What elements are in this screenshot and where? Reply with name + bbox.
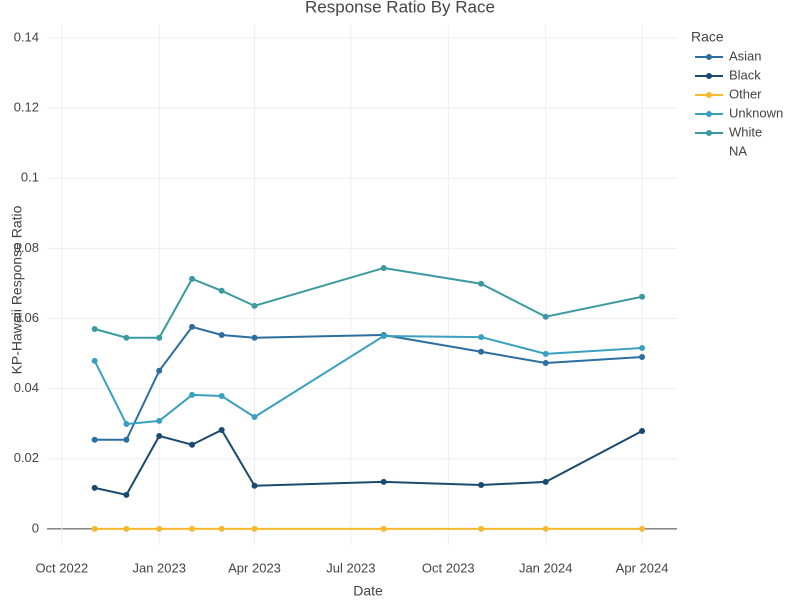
legend-marker [706,111,712,117]
data-point [380,333,387,340]
y-tick-label: 0.08 [14,240,39,255]
y-tick-label: 0 [32,520,39,535]
data-point [251,482,258,489]
data-point [156,334,163,341]
data-point [251,525,258,532]
legend-label: Unknown [729,105,783,120]
x-tick-label: Oct 2023 [422,560,475,575]
data-point [251,302,258,309]
data-point [218,426,225,433]
data-point [218,392,225,399]
series-line [93,335,643,426]
y-axis-label: KP-Hawaii Response Ratio [9,205,25,374]
data-point [123,421,130,428]
data-point [189,441,196,448]
series-line [94,428,643,496]
data-point [189,525,196,532]
data-point [189,391,196,398]
x-tick-label: Apr 2023 [228,560,281,575]
data-point [251,334,258,341]
data-point [123,334,130,341]
x-tick-label: Jul 2023 [326,560,375,575]
x-tick-label: Jan 2024 [519,560,573,575]
x-tick-label: Apr 2024 [616,560,669,575]
data-point [123,436,130,443]
data-point [91,436,98,443]
legend-title: Race [691,29,724,45]
x-tick-label: Oct 2022 [35,560,88,575]
y-tick-label: 0.1 [21,170,39,185]
data-point [91,525,98,532]
legend-label: Black [729,67,761,82]
data-point [478,348,485,355]
data-point [218,525,225,532]
data-point [380,478,387,485]
y-tick-label: 0.06 [14,310,39,325]
data-point [478,280,485,287]
y-tick-label: 0.12 [14,100,39,115]
data-point [478,482,485,489]
legend-marker [706,73,712,79]
series-line [94,266,643,339]
x-tick-label: Jan 2023 [132,560,186,575]
legend-label: Asian [729,48,762,63]
data-point [218,287,225,294]
data-point [542,525,549,532]
x-axis-label: Date [353,583,383,599]
legend-marker [706,54,712,60]
legend-label: Other [729,86,762,101]
data-point [156,417,163,424]
legend-marker [706,130,712,136]
data-point [123,491,130,498]
data-point [91,484,98,491]
data-point [251,414,258,421]
data-point [639,525,646,532]
data-point [123,525,130,532]
data-point [478,334,485,341]
data-point [542,350,549,357]
data-point [639,344,646,351]
data-point [639,354,646,361]
data-point [542,360,549,367]
data-point [380,525,387,532]
chart-title: Response Ratio By Race [305,0,495,16]
y-tick-label: 0.02 [14,450,39,465]
data-point [542,478,549,485]
data-point [91,357,98,364]
legend-label: NA [729,143,747,158]
data-point [380,264,387,271]
legend-label: White [729,124,762,139]
legend-marker [706,92,712,98]
data-point [542,313,549,320]
series-line [94,325,643,441]
data-point [156,525,163,532]
data-point [91,326,98,333]
data-point [478,525,485,532]
data-point [156,432,163,439]
data-point [639,428,646,435]
data-point [639,293,646,300]
y-tick-label: 0.04 [14,380,39,395]
y-tick-label: 0.14 [14,29,39,44]
data-point [189,275,196,282]
data-point [156,367,163,374]
data-point [189,323,196,330]
data-point [218,331,225,338]
